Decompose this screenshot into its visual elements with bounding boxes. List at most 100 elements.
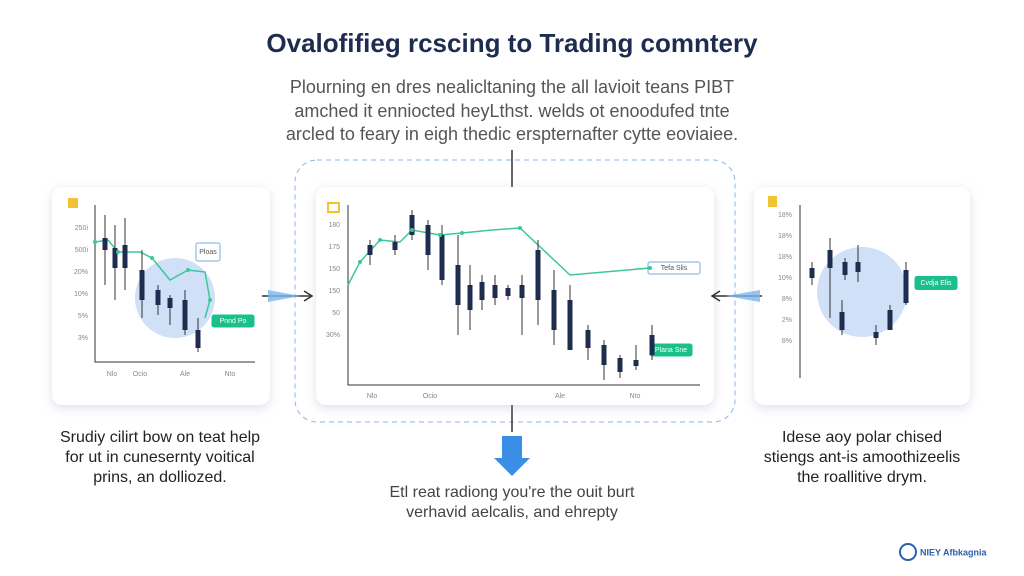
tag-label: Plana Sne	[655, 347, 687, 354]
tag-label: Ploas	[199, 249, 217, 256]
icon	[327, 202, 340, 213]
candle-body	[367, 245, 373, 255]
candle-body	[633, 360, 639, 366]
candle-body	[585, 330, 591, 348]
point	[378, 238, 382, 242]
title: Ovalofifieg rcscing to Trading comntery	[266, 28, 758, 58]
candle-body	[455, 265, 461, 305]
intro-line: amched it enniocted heyLthst. welds ot e…	[294, 101, 729, 121]
arrow	[262, 290, 314, 302]
tick-label: 18%	[778, 212, 792, 219]
icon	[68, 198, 78, 208]
candle-body	[519, 285, 525, 298]
arrow	[710, 290, 762, 302]
caption: Srudiy cilirt bow on teat help	[60, 429, 260, 446]
axes	[94, 205, 801, 386]
tick-label: 20%	[74, 269, 88, 276]
x-label: Nto	[630, 393, 641, 400]
caption: Idese aoy polar chised	[782, 429, 942, 446]
tick-label: 10%	[74, 291, 88, 298]
candle-body	[112, 248, 118, 268]
point	[410, 228, 414, 232]
candle-body	[535, 250, 541, 300]
logo: NIEY Afbkagnia	[920, 547, 988, 557]
tick-label: 180	[328, 222, 340, 229]
candle-body	[903, 270, 909, 303]
candle-body	[842, 262, 848, 275]
card	[316, 187, 714, 405]
tick-label: 8%	[782, 296, 792, 303]
point	[93, 240, 97, 244]
candle-body	[839, 312, 845, 330]
x-label: Ocio	[133, 371, 148, 378]
caption: for ut in cunesernty voitical	[65, 449, 254, 466]
candle-body	[439, 235, 445, 280]
candle-body	[827, 250, 833, 268]
tick-label: 2%	[782, 317, 792, 324]
candle-body	[425, 225, 431, 255]
down-arrow	[494, 436, 530, 476]
candle-body	[182, 300, 188, 330]
candle-body	[392, 242, 398, 250]
tick-label: 150	[328, 266, 340, 273]
tick-label: 250i	[75, 225, 89, 232]
candle-body	[467, 285, 473, 310]
candle-body	[409, 215, 415, 235]
tag	[914, 276, 958, 290]
tick-label: 10%	[778, 275, 792, 282]
candle-body	[155, 290, 161, 305]
caption: verhavid aelcalis, and ehrepty	[406, 504, 618, 521]
point	[460, 231, 464, 235]
point	[648, 266, 652, 270]
highlight	[135, 258, 215, 338]
caption: prins, an dolliozed.	[93, 469, 226, 486]
tick-label: 8%	[782, 338, 792, 345]
tick-label: 5%	[78, 313, 88, 320]
point	[358, 260, 362, 264]
caption: stiengs ant-is amoothizeelis	[764, 449, 961, 466]
candle-body	[505, 288, 511, 296]
candle-body	[551, 290, 557, 330]
x-label: Nlo	[107, 371, 118, 378]
tick-label: 18%	[778, 254, 792, 261]
logo-icon	[899, 543, 917, 561]
x-label: Ocio	[423, 393, 438, 400]
candle-body	[887, 310, 893, 330]
point	[150, 256, 154, 260]
candle-body	[873, 332, 879, 338]
point	[208, 298, 212, 302]
tag	[211, 314, 255, 328]
caption: Etl reat radiong you're the ouit burt	[390, 484, 636, 501]
trend-line	[94, 239, 211, 319]
tag-label: Tefa Slis	[661, 265, 688, 272]
candle-body	[102, 238, 108, 250]
candle-body	[195, 330, 201, 348]
tag-label: Pnnd Po	[220, 318, 247, 325]
tick-label: 150	[328, 288, 340, 295]
candle-body	[809, 268, 815, 278]
x-label: Ale	[180, 371, 190, 378]
tick-label: 3%	[78, 335, 88, 342]
x-label: Nto	[225, 371, 236, 378]
candle-body	[601, 345, 607, 365]
intro-line: arcled to feary in eigh thedic erspterna…	[286, 124, 738, 144]
point	[116, 250, 120, 254]
point	[518, 226, 522, 230]
candle-body	[139, 270, 145, 300]
candle-body	[122, 245, 128, 268]
tag	[195, 242, 221, 262]
dashed-frame	[294, 159, 736, 423]
icon	[768, 196, 777, 207]
caption: the roallitive drym.	[797, 469, 927, 486]
candle-body	[649, 335, 655, 355]
tag-label: Cvdja Elis	[920, 280, 952, 287]
x-label: Nlo	[367, 393, 378, 400]
candle-body	[617, 358, 623, 372]
tick-label: 500i	[75, 247, 89, 254]
tick-label: 175	[328, 244, 340, 251]
tick-label: 18%	[778, 233, 792, 240]
intro-line: Plourning en dres nealicltaning the all …	[290, 77, 734, 97]
tick-label: 50	[332, 310, 340, 317]
candle-body	[567, 300, 573, 350]
